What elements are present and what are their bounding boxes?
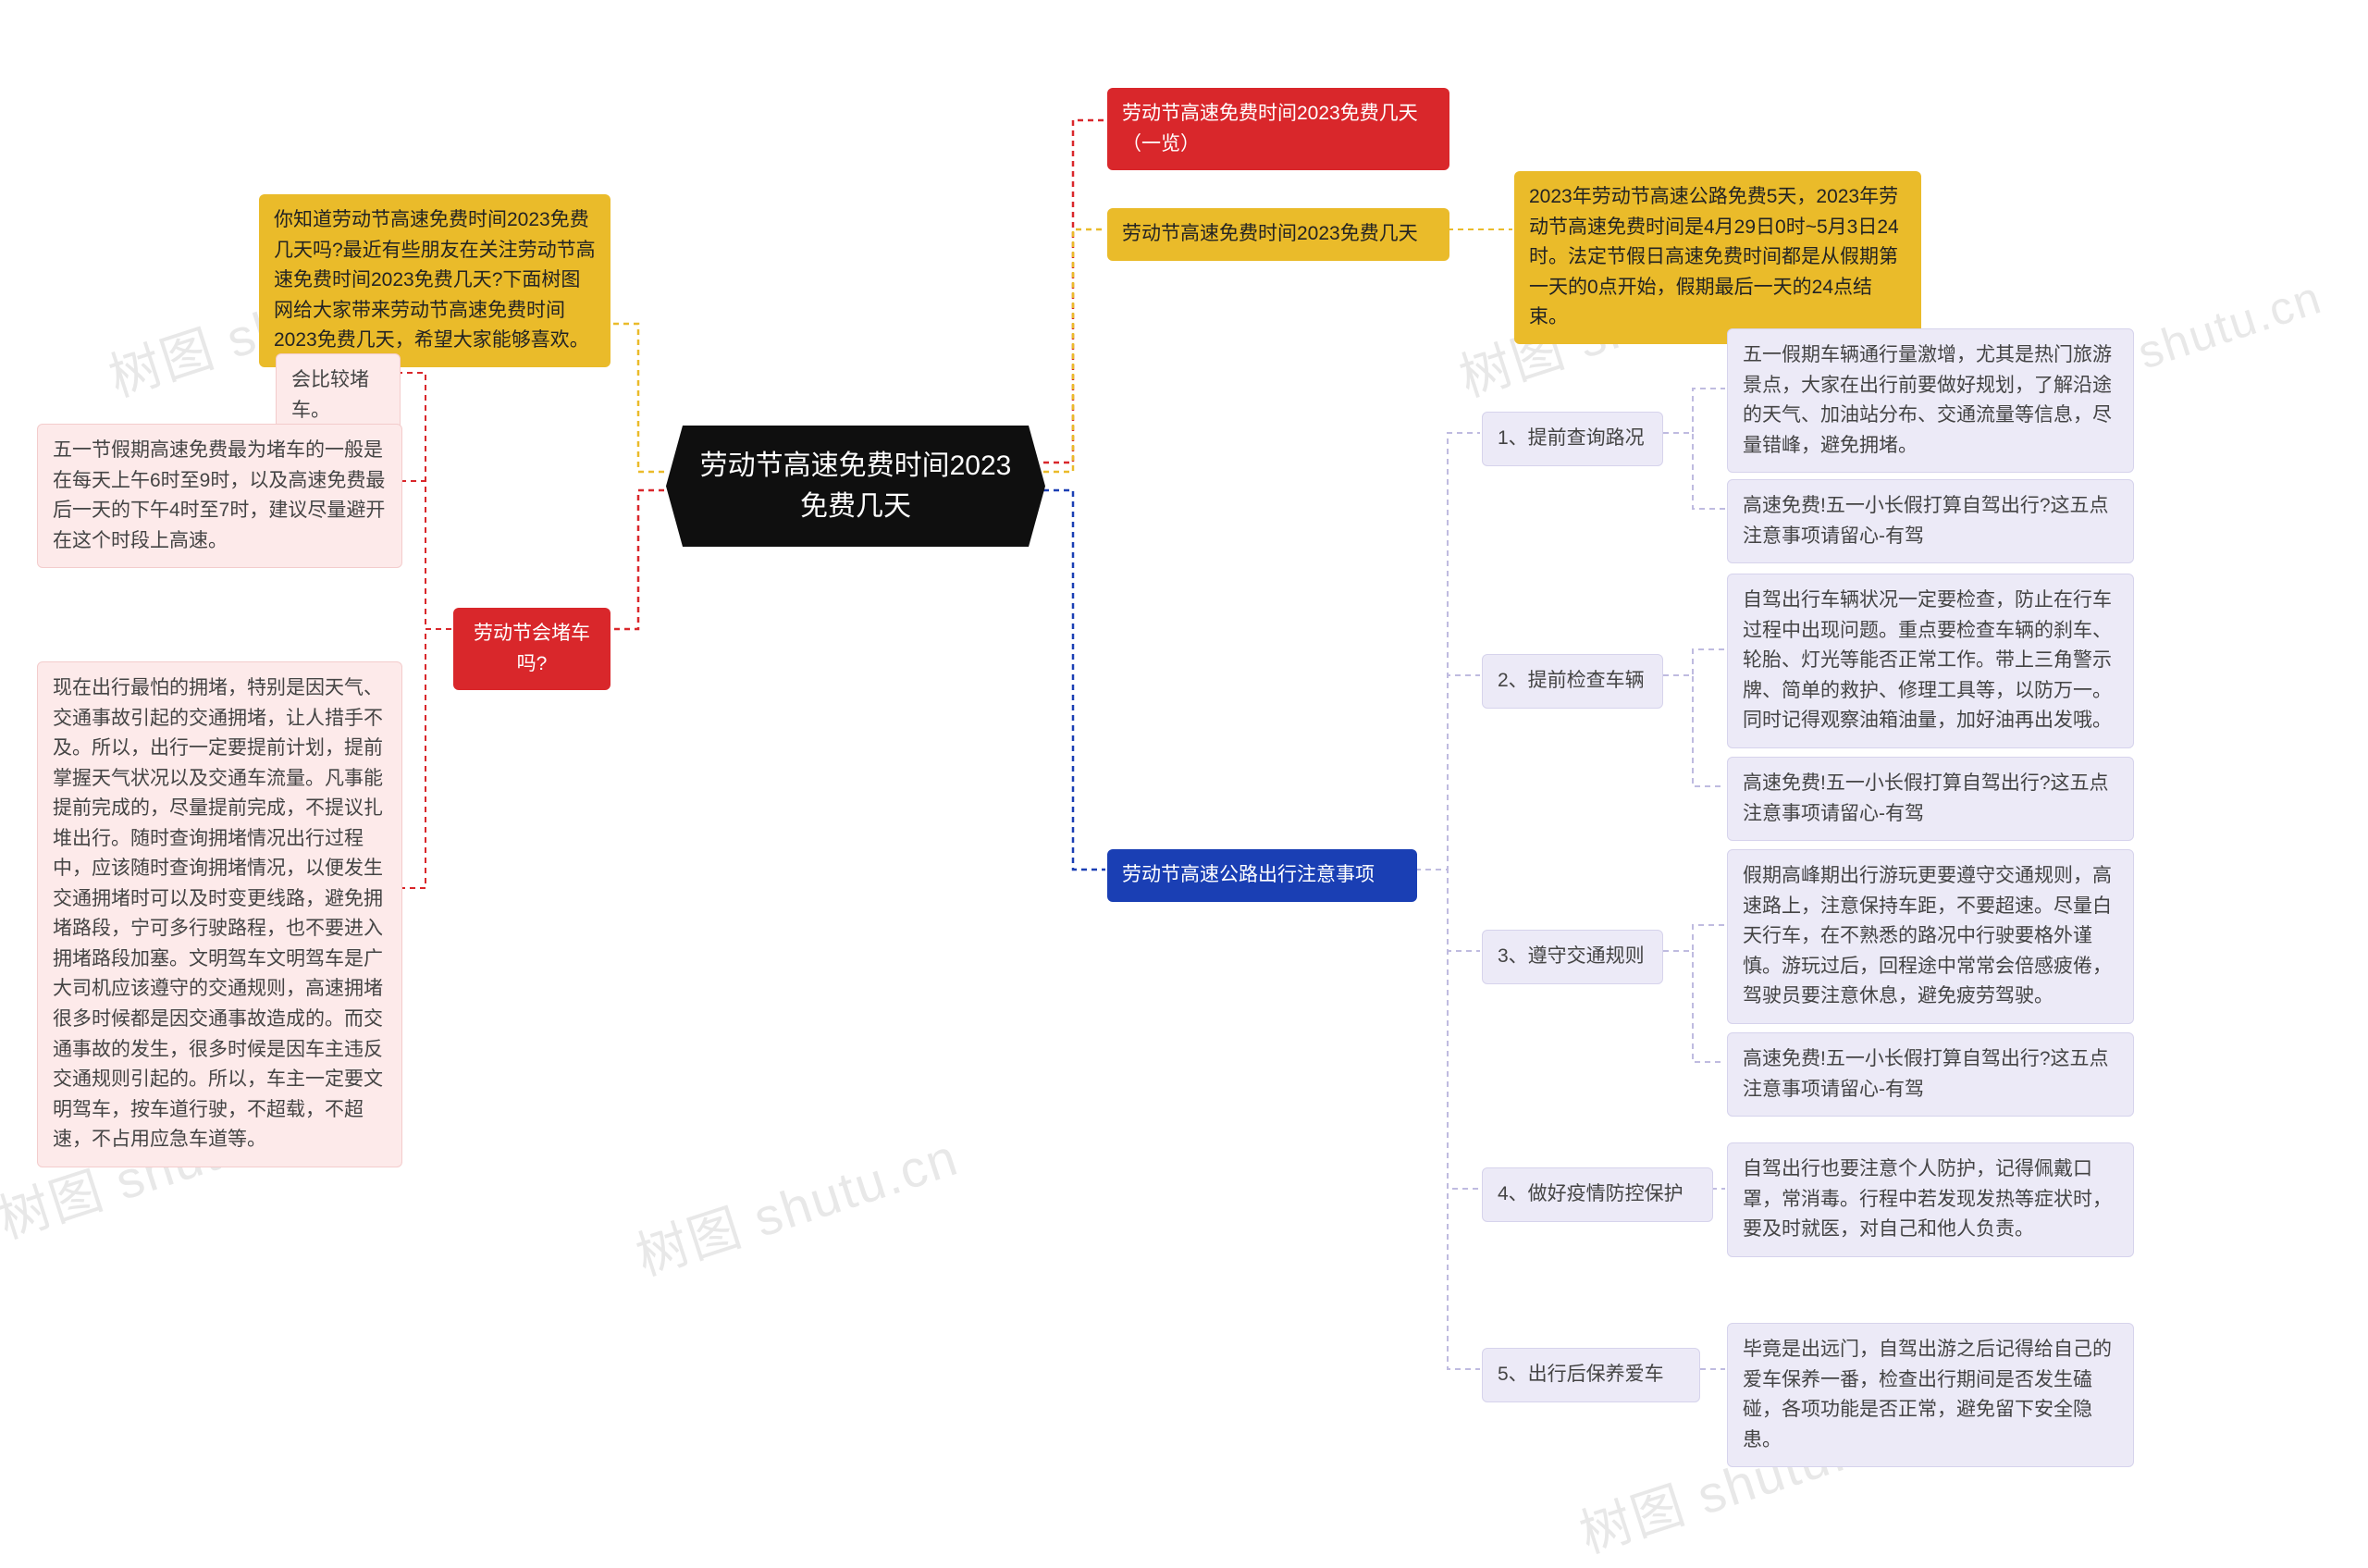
tip-2-detail-1: 自驾出行车辆状况一定要检查，防止在行车过程中出现问题。重点要检查车辆的刹车、轮胎… xyxy=(1727,574,2134,748)
tip-3-label: 3、遵守交通规则 xyxy=(1482,930,1663,984)
tip-1-detail-1: 五一假期车辆通行量激增，尤其是热门旅游景点，大家在出行前要做好规划，了解沿途的天… xyxy=(1727,328,2134,473)
traffic-question: 劳动节会堵车吗? xyxy=(453,608,610,690)
tip-5-label: 5、出行后保养爱车 xyxy=(1482,1348,1700,1402)
tip-3-detail-2: 高速免费!五一小长假打算自驾出行?这五点注意事项请留心-有驾 xyxy=(1727,1032,2134,1117)
tip-2-detail-2: 高速免费!五一小长假打算自驾出行?这五点注意事项请留心-有驾 xyxy=(1727,757,2134,841)
tip-4-detail-1: 自驾出行也要注意个人防护，记得佩戴口罩，常消毒。行程中若发现发热等症状时，要及时… xyxy=(1727,1142,2134,1257)
section-tips: 劳动节高速公路出行注意事项 xyxy=(1107,849,1417,902)
section-free-days: 劳动节高速免费时间2023免费几天 xyxy=(1107,208,1449,261)
tip-3-detail-1: 假期高峰期出行游玩更要遵守交通规则，高速路上，注意保持车距，不要超速。尽量白天行… xyxy=(1727,849,2134,1024)
root-line2: 免费几天 xyxy=(800,491,911,522)
tip-5-detail-1: 毕竟是出远门，自驾出游之后记得给自己的爱车保养一番，检查出行期间是否发生磕碰，各… xyxy=(1727,1323,2134,1467)
free-days-detail: 2023年劳动节高速公路免费5天，2023年劳动节高速免费时间是4月29日0时~… xyxy=(1514,171,1921,344)
root-node: 劳动节高速免费时间2023 免费几天 xyxy=(666,426,1045,547)
tip-2-label: 2、提前检查车辆 xyxy=(1482,654,1663,709)
tip-1-detail-2: 高速免费!五一小长假打算自驾出行?这五点注意事项请留心-有驾 xyxy=(1727,479,2134,563)
traffic-answer-3: 现在出行最怕的拥堵，特别是因天气、交通事故引起的交通拥堵，让人措手不及。所以，出… xyxy=(37,661,402,1167)
watermark: 树图 shutu.cn xyxy=(625,1116,967,1290)
tip-4-label: 4、做好疫情防控保护 xyxy=(1482,1167,1713,1222)
section-overview: 劳动节高速免费时间2023免费几天（一览） xyxy=(1107,88,1449,170)
intro-node: 你知道劳动节高速免费时间2023免费几天吗?最近有些朋友在关注劳动节高速免费时间… xyxy=(259,194,610,367)
traffic-answer-2: 五一节假期高速免费最为堵车的一般是在每天上午6时至9时，以及高速免费最后一天的下… xyxy=(37,424,402,568)
tip-1-label: 1、提前查询路况 xyxy=(1482,412,1663,466)
root-line1: 劳动节高速免费时间2023 xyxy=(700,451,1012,481)
